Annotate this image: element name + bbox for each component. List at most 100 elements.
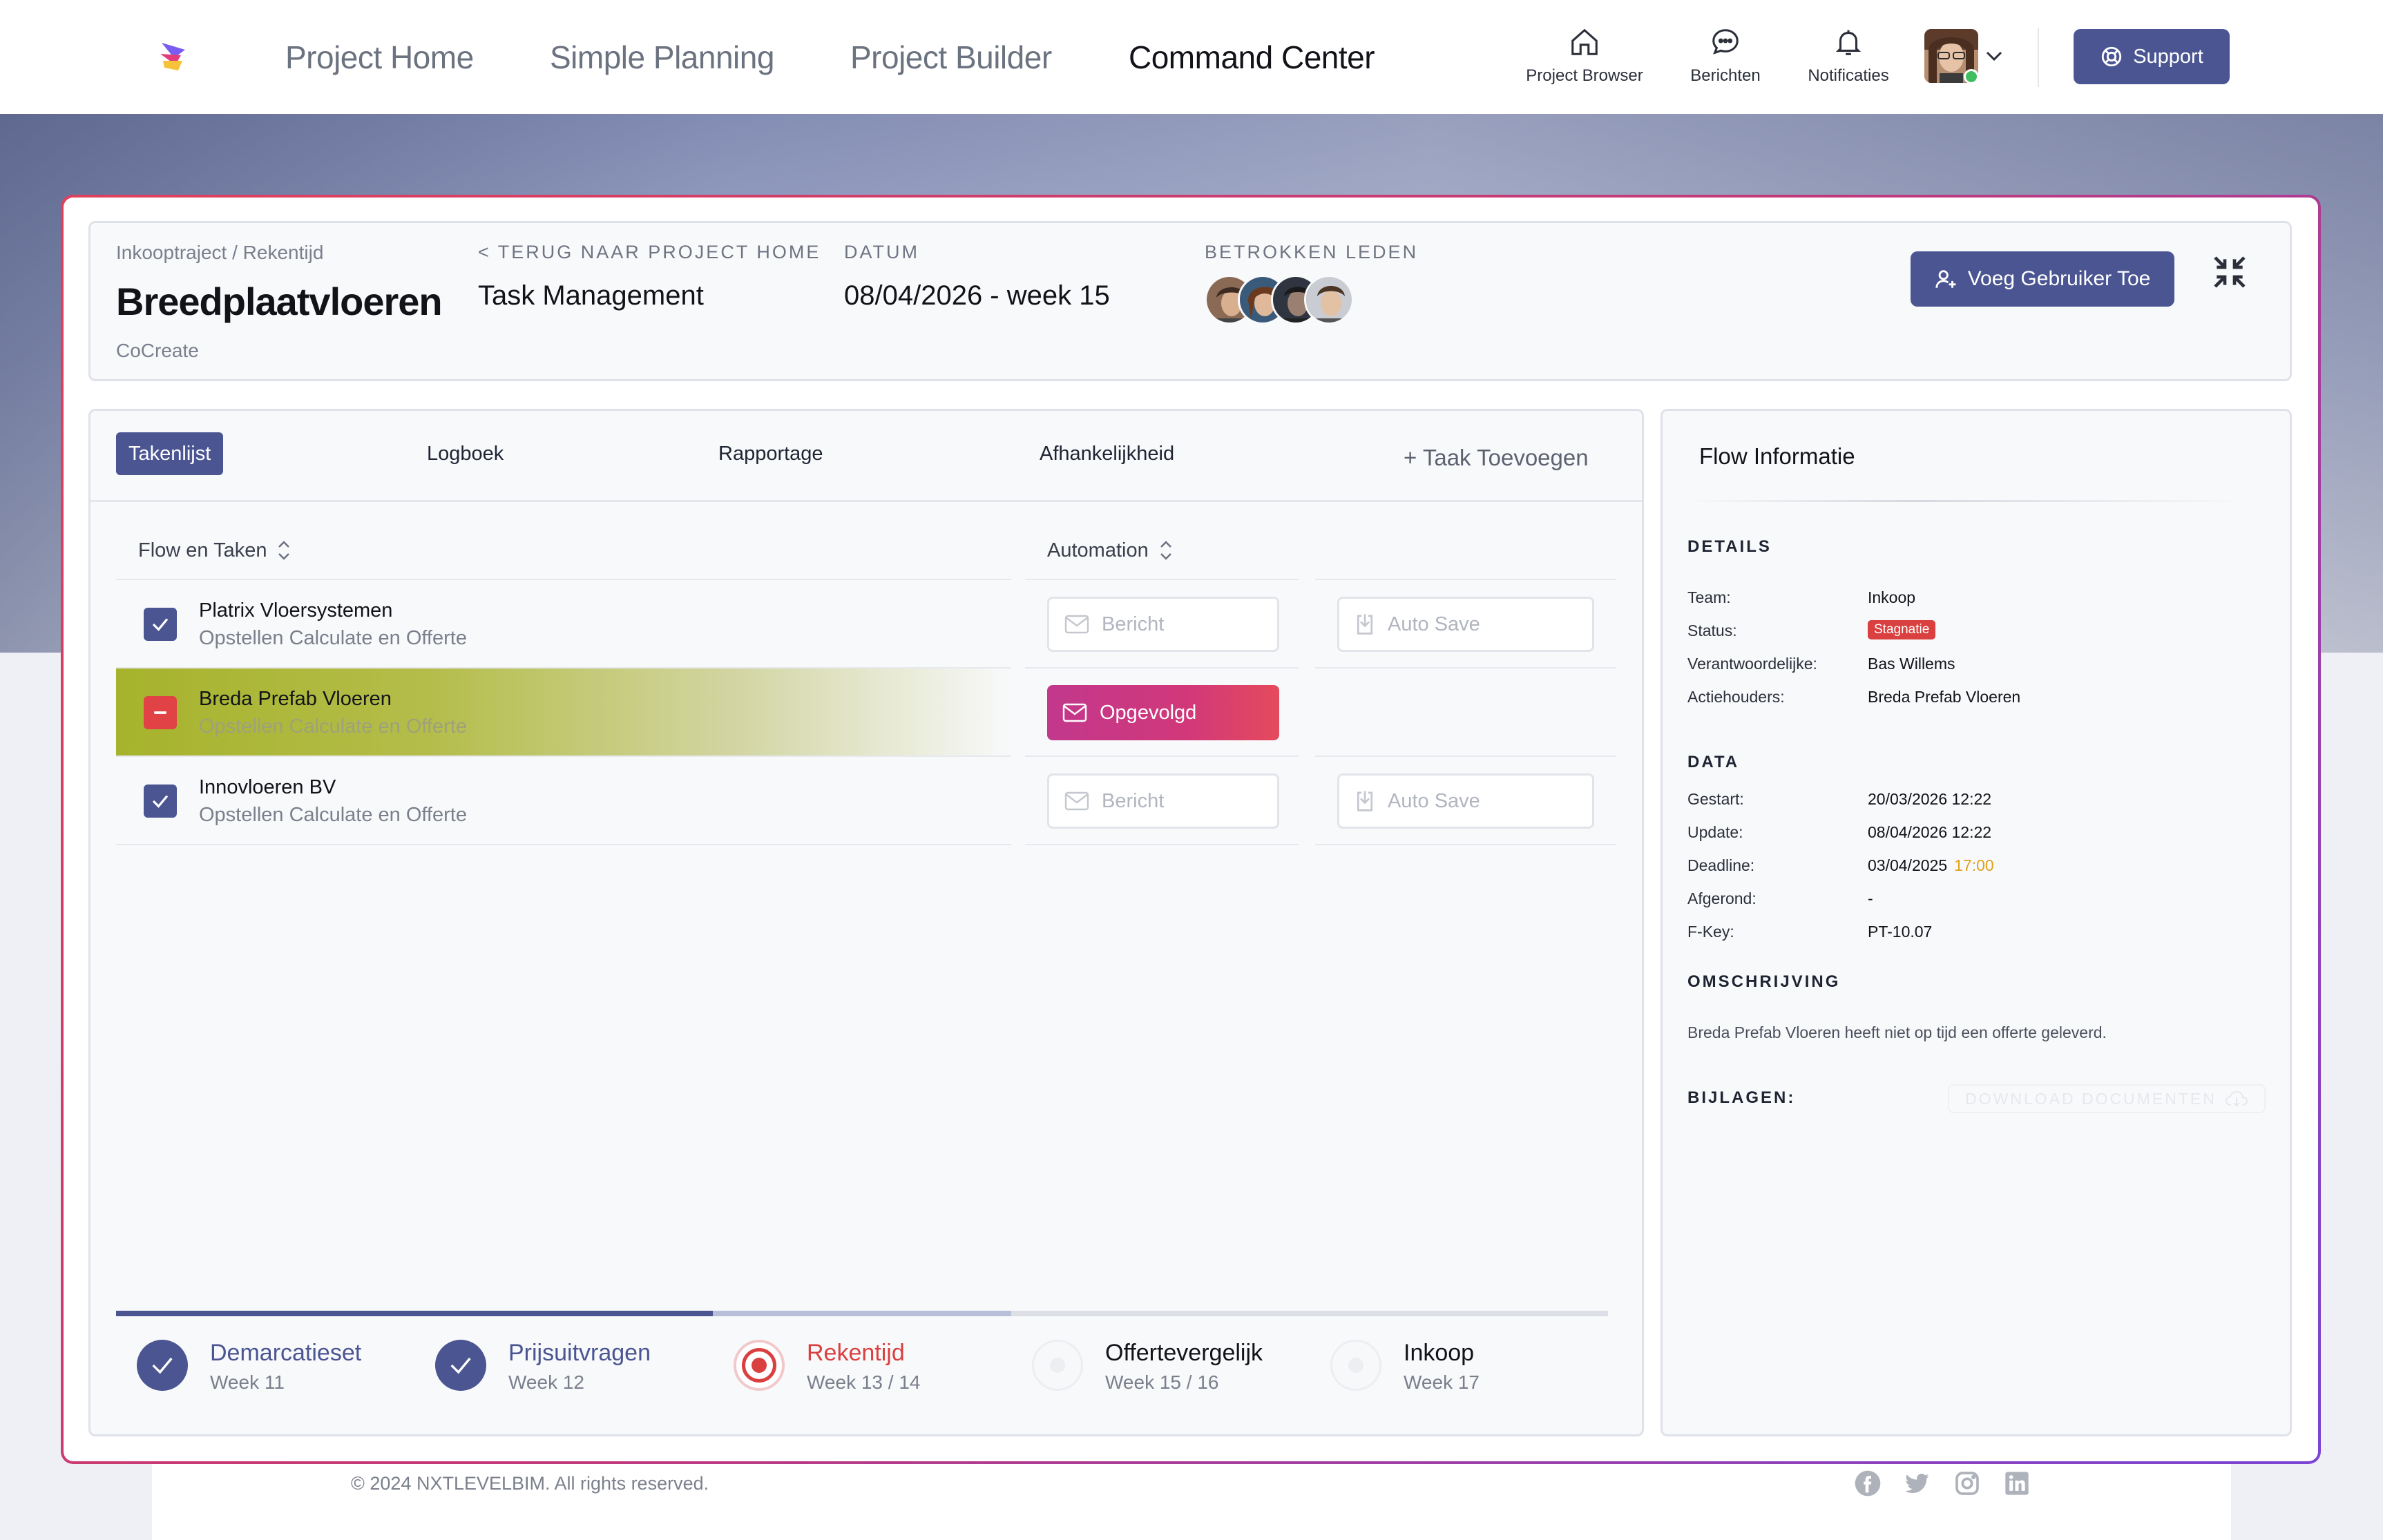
step-week: Week 11 — [210, 1371, 285, 1393]
nav-berichten-label: Berichten — [1690, 66, 1761, 85]
message-label: Bericht — [1102, 789, 1165, 812]
step-week: Week 12 — [508, 1371, 584, 1393]
nav-command-center[interactable]: Command Center — [1129, 39, 1375, 75]
data-value-fkey: PT-10.07 — [1868, 923, 1933, 941]
nav-project-home[interactable]: Project Home — [285, 39, 474, 75]
add-task-button[interactable]: + Taak Toevoegen — [1404, 445, 1589, 470]
step-week: Week 13 / 14 — [807, 1371, 921, 1393]
detail-value-team: Inkoop — [1868, 588, 1916, 606]
check-icon — [152, 1357, 173, 1374]
row-divider — [1315, 755, 1616, 757]
row-divider — [1315, 667, 1616, 668]
pending-step-dot — [1348, 1358, 1363, 1373]
tab-takenlijst[interactable]: Takenlijst — [116, 432, 224, 475]
download-documents-label: DOWNLOAD DOCUMENTEN — [1965, 1089, 2217, 1108]
detail-key: Verantwoordelijke: — [1687, 655, 1817, 673]
date-value: 08/04/2026 - week 15 — [844, 280, 1110, 311]
data-heading: DATA — [1687, 753, 1740, 771]
chat-icon — [1712, 29, 1739, 55]
app-logo-icon[interactable] — [157, 40, 189, 72]
auto-save-button[interactable]: Auto Save — [1337, 597, 1594, 652]
step-name[interactable]: Offertevergelijk — [1105, 1340, 1263, 1366]
row-divider — [116, 667, 1011, 668]
mail-icon — [1064, 615, 1089, 634]
auto-save-label: Auto Save — [1388, 613, 1480, 635]
step-offertevergelijk-marker[interactable] — [1032, 1340, 1083, 1391]
column-automation[interactable]: Automation — [1047, 539, 1174, 562]
step-demarcatieset-marker[interactable] — [137, 1340, 188, 1391]
tab-rapportage[interactable]: Rapportage — [718, 442, 823, 465]
step-name[interactable]: Demarcatieset — [210, 1340, 362, 1366]
data-key: F-Key: — [1687, 923, 1734, 941]
collapse-icon[interactable] — [2210, 253, 2249, 291]
flow-info-title: Flow Informatie — [1699, 443, 1855, 469]
home-icon — [1571, 28, 1598, 55]
message-button[interactable]: Bericht — [1047, 597, 1279, 652]
auto-save-button[interactable]: Auto Save — [1337, 773, 1594, 829]
facebook-icon[interactable] — [1854, 1470, 1882, 1497]
tab-logboek[interactable]: Logboek — [427, 442, 504, 465]
step-rekentijd-marker[interactable] — [734, 1340, 785, 1391]
linkedin-icon[interactable] — [2003, 1470, 2031, 1497]
detail-key: Actiehouders: — [1687, 688, 1785, 706]
member-avatar[interactable] — [1304, 275, 1354, 325]
twitter-icon[interactable] — [1904, 1470, 1931, 1497]
task-subtitle: Opstellen Calculate en Offerte — [199, 715, 467, 738]
add-user-button[interactable]: Voeg Gebruiker Toe — [1911, 251, 2174, 307]
download-documents-button[interactable]: DOWNLOAD DOCUMENTEN — [1948, 1084, 2266, 1113]
page-title: Breedplaatvloeren — [116, 280, 443, 323]
add-user-icon — [1935, 270, 1956, 288]
date-caption: DATUM — [844, 242, 919, 262]
detail-key: Team: — [1687, 588, 1731, 606]
status-badge: Stagnatie — [1868, 620, 1936, 639]
task-checkbox[interactable] — [144, 608, 177, 641]
task-title[interactable]: Breda Prefab Vloeren — [199, 688, 392, 710]
instagram-icon[interactable] — [1953, 1470, 1981, 1497]
tab-afhankelijkheid[interactable]: Afhankelijkheid — [1040, 442, 1175, 465]
step-inkoop-marker[interactable] — [1330, 1340, 1381, 1391]
nav-berichten[interactable]: Berichten — [1649, 26, 1801, 86]
deadline-date: 03/04/2025 — [1868, 856, 1948, 874]
sort-icon — [1160, 541, 1171, 560]
step-name[interactable]: Prijsuitvragen — [508, 1340, 651, 1366]
column-flow-en-taken[interactable]: Flow en Taken — [138, 539, 291, 562]
add-user-label: Voeg Gebruiker Toe — [1967, 267, 2151, 290]
step-name[interactable]: Inkoop — [1404, 1340, 1475, 1366]
message-label: Bericht — [1102, 613, 1165, 635]
back-to-project-home-link[interactable]: < TERUG NAAR PROJECT HOME — [478, 242, 821, 262]
mail-icon — [1062, 703, 1087, 722]
breadcrumb[interactable]: Inkooptraject / Rekentijd — [116, 242, 324, 263]
data-key: Afgerond: — [1687, 889, 1757, 907]
nav-notificaties[interactable]: Notificaties — [1772, 26, 1924, 86]
footer-copyright: © 2024 NXTLEVELBIM. All rights reserved. — [351, 1473, 709, 1494]
attachments-heading: BIJLAGEN: — [1687, 1088, 1796, 1107]
task-title[interactable]: Innovloeren BV — [199, 776, 336, 798]
step-prijsuitvragen-marker[interactable] — [435, 1340, 486, 1391]
data-key: Gestart: — [1687, 790, 1744, 808]
task-checkbox-blocked[interactable] — [144, 696, 177, 729]
support-button[interactable]: Support — [2074, 29, 2230, 84]
row-divider — [116, 579, 1011, 580]
project-subtitle: CoCreate — [116, 340, 199, 361]
user-avatar[interactable] — [1924, 29, 1978, 83]
details-heading: DETAILS — [1687, 537, 1772, 556]
flow-info-divider — [1685, 500, 2252, 502]
message-button[interactable]: Bericht — [1047, 773, 1279, 829]
online-status-dot — [1964, 69, 1979, 84]
chevron-down-icon[interactable] — [1984, 48, 2004, 64]
description-heading: OMSCHRIJVING — [1687, 972, 1841, 991]
task-title[interactable]: Platrix Vloersystemen — [199, 599, 393, 622]
step-name[interactable]: Rekentijd — [807, 1340, 905, 1366]
followed-up-button[interactable]: Opgevolgd — [1047, 685, 1279, 740]
nav-simple-planning[interactable]: Simple Planning — [550, 39, 774, 75]
detail-value-action-holders: Breda Prefab Vloeren — [1868, 688, 2021, 706]
row-divider — [1315, 844, 1616, 845]
nav-project-browser[interactable]: Project Browser — [1509, 26, 1661, 86]
task-checkbox[interactable] — [144, 785, 177, 818]
support-label: Support — [2133, 45, 2203, 68]
top-navigation: Project Home Simple Planning Project Bui… — [0, 0, 2383, 114]
bell-icon — [1835, 30, 1862, 55]
detail-key: Status: — [1687, 622, 1737, 639]
nav-project-builder[interactable]: Project Builder — [850, 39, 1052, 75]
current-step-dot — [752, 1358, 767, 1373]
